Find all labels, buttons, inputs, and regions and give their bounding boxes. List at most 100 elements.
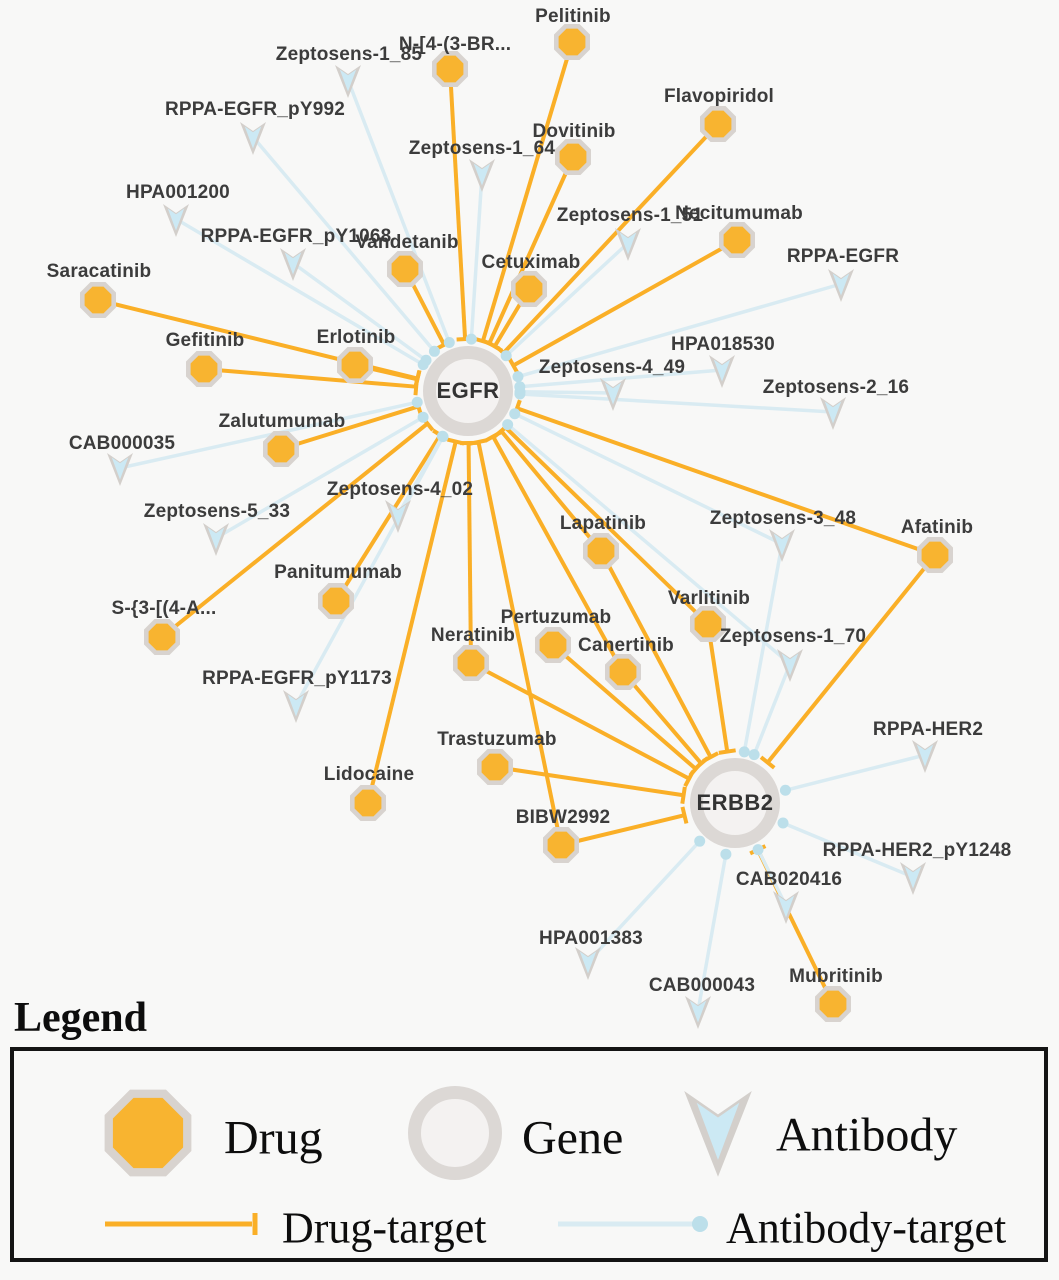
drug-node-flavopiridol[interactable] — [700, 106, 736, 142]
edge-tee-necitumumab-egfr — [507, 357, 520, 374]
antibody-node-hpa001383[interactable] — [575, 947, 601, 980]
drug-node-lidocaine[interactable] — [350, 785, 386, 821]
edge-tee-varlitinib-egfr — [497, 419, 513, 435]
edge-z4_49-egfr — [519, 389, 614, 395]
antibody-node-z1_85[interactable] — [335, 65, 361, 98]
edge-neratinib-erbb2 — [470, 661, 690, 781]
edge-tee-lidocaine-egfr — [447, 437, 465, 446]
edge-dot-rppa_egfr_py992-egfr — [428, 345, 440, 357]
edge-tee-afatinib-erbb2 — [759, 755, 776, 770]
antibody-node-cab000035[interactable] — [107, 453, 133, 486]
edge-tee-canertinib-egfr — [484, 430, 502, 443]
edge-tee-neratinib-erbb2 — [683, 770, 695, 788]
edge-z4_02-egfr — [396, 435, 444, 516]
antibody-label-z3_48: Zeptosens-3_48 — [709, 508, 857, 529]
drug-node-panitumumab[interactable] — [318, 583, 354, 619]
edge-gefitinib-egfr — [203, 367, 417, 389]
edge-dot-z1_70-egfr — [502, 419, 514, 431]
edge-dot-rppa_her2_py1248-erbb2 — [777, 817, 789, 829]
edge-z1_64-egfr — [469, 173, 484, 340]
antibody-label-rppa_egfr_py1068: RPPA-EGFR_pY1068 — [200, 226, 392, 247]
drug-node-pelitinib[interactable] — [554, 24, 590, 60]
drug-node-trastuzumab[interactable] — [477, 749, 513, 785]
edge-dot-cab000043-erbb2 — [720, 848, 732, 860]
drug-node-dovitinib[interactable] — [555, 139, 591, 175]
antibody-node-rppa_egfr_py1068[interactable] — [280, 248, 306, 281]
antibody-label-rppa_her2: RPPA-HER2 — [872, 719, 984, 740]
drug-node-mubritinib[interactable] — [815, 986, 851, 1022]
edge-dot-z4_49-egfr — [514, 386, 526, 398]
drug-node-n4_3br[interactable] — [432, 51, 468, 87]
edge-tee-lapatinib-egfr — [493, 424, 510, 438]
edge-dot-rppa_egfr_py1173-egfr — [437, 431, 449, 443]
drug-node-zalutumumab[interactable] — [263, 431, 299, 467]
edge-dot-z3_48-egfr — [509, 408, 521, 420]
antibody-label-hpa001383: HPA001383 — [539, 928, 643, 949]
drug-node-afatinib[interactable] — [917, 537, 953, 573]
antibody-node-z3_48[interactable] — [769, 529, 795, 562]
edge-dot-hpa001200-egfr — [417, 359, 429, 371]
drug-label-erlotinib: Erlotinib — [316, 327, 396, 348]
drug-label-zalutumumab: Zalutumumab — [218, 411, 346, 432]
gene-label-egfr: EGFR — [436, 378, 500, 403]
antibody-node-z4_02[interactable] — [385, 500, 411, 533]
drug-label-canertinib: Canertinib — [578, 635, 674, 656]
antibody-label-hpa018530: HPA018530 — [671, 334, 775, 355]
drug-label-flavopiridol: Flavopiridol — [663, 86, 775, 107]
edge-tee-erlotinib-egfr — [413, 370, 422, 389]
legend-box: Drug Gene Antibody Drug-target Antibody-… — [10, 1047, 1048, 1262]
antibody-label-rppa_her2_py1248: RPPA-HER2_pY1248 — [822, 840, 1012, 861]
edge-tee-panitumumab-egfr — [432, 428, 449, 442]
drug-label-afatinib: Afatinib — [900, 517, 974, 538]
antibody-node-cab020416[interactable] — [773, 891, 799, 924]
edge-cetuximab-egfr — [492, 287, 531, 348]
antibody-node-z1_51[interactable] — [615, 228, 641, 261]
drug-node-erlotinib[interactable] — [337, 347, 373, 383]
edge-tee-pelitinib-egfr — [474, 336, 492, 346]
edge-tee-zalutumumab-egfr — [413, 397, 423, 416]
drug-node-s3_4a[interactable] — [144, 619, 180, 655]
edge-z1_85-egfr — [346, 79, 451, 344]
drug-node-bibw2992[interactable] — [543, 827, 579, 863]
drug-node-pertuzumab[interactable] — [535, 627, 571, 663]
edge-tee-gefitinib-egfr — [413, 378, 419, 396]
drug-node-lapatinib[interactable] — [583, 533, 619, 569]
antibody-node-rppa_egfr[interactable] — [828, 269, 854, 302]
drug-node-cetuximab[interactable] — [511, 271, 547, 307]
antibody-label-z4_02: Zeptosens-4_02 — [326, 479, 474, 500]
edge-dot-hpa018530-egfr — [514, 381, 526, 393]
drug-node-vandetanib[interactable] — [387, 251, 423, 287]
edge-tee-saracatinib-egfr — [413, 369, 422, 388]
edge-tee-canertinib-erbb2 — [693, 756, 709, 771]
antibody-node-rppa_her2_py1248[interactable] — [900, 862, 926, 895]
antibody-node-hpa018530[interactable] — [709, 355, 735, 388]
antibody-node-z1_64[interactable] — [469, 159, 495, 192]
antibody-node-z5_33[interactable] — [203, 523, 229, 556]
drug-node-gefitinib[interactable] — [186, 351, 222, 387]
antibody-node-z1_70[interactable] — [777, 649, 803, 682]
drug-node-saracatinib[interactable] — [80, 282, 116, 318]
antibody-node-hpa001200[interactable] — [163, 204, 189, 237]
edge-tee-afatinib-egfr — [512, 399, 522, 417]
edge-tee-flavopiridol-egfr — [495, 345, 512, 361]
antibody-node-rppa_egfr_py1173[interactable] — [283, 690, 309, 723]
antibody-node-rppa_egfr_py992[interactable] — [240, 122, 266, 155]
antibody-label-cab020416: CAB020416 — [735, 869, 843, 890]
drug-label-lidocaine: Lidocaine — [323, 764, 415, 785]
antibody-node-z2_16[interactable] — [820, 397, 846, 430]
drug-label-trastuzumab: Trastuzumab — [437, 729, 557, 750]
edge-tee-mubritinib-erbb2 — [749, 844, 767, 856]
antibody-node-cab000043[interactable] — [685, 996, 711, 1029]
drug-node-neratinib[interactable] — [453, 645, 489, 681]
antibody-node-rppa_her2[interactable] — [912, 740, 938, 773]
drug-node-necitumumab[interactable] — [719, 222, 755, 258]
drug-node-canertinib[interactable] — [605, 654, 641, 690]
gene-label-erbb2: ERBB2 — [696, 790, 774, 815]
legend-drug-label: Drug — [224, 1111, 323, 1165]
drug-label-pelitinib: Pelitinib — [535, 6, 611, 27]
edge-tee-trastuzumab-erbb2 — [680, 786, 687, 804]
edge-dot-z4_02-egfr — [436, 430, 448, 442]
antibody-label-z1_64: Zeptosens-1_64 — [408, 138, 556, 159]
antibody-node-z4_49[interactable] — [600, 378, 626, 411]
